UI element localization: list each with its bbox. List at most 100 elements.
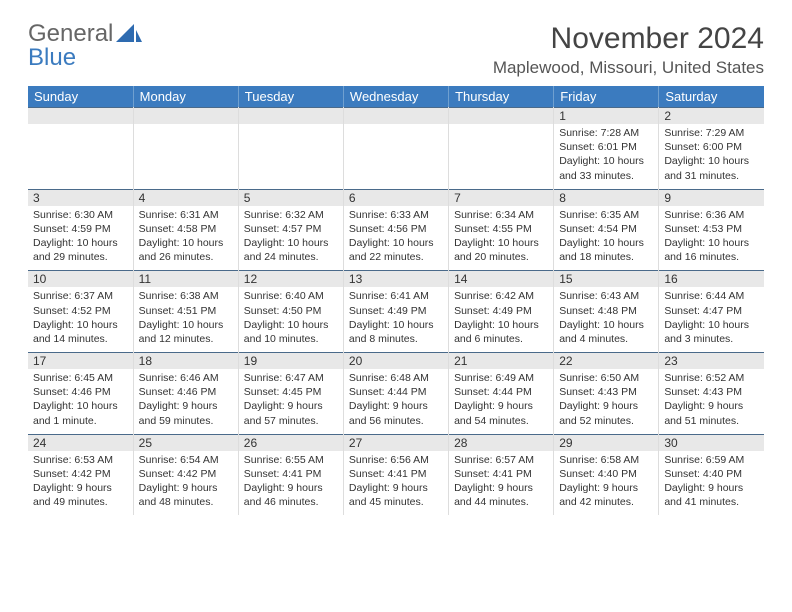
sunrise-text: Sunrise: 6:50 AM bbox=[559, 371, 653, 385]
sunrise-text: Sunrise: 6:53 AM bbox=[33, 453, 128, 467]
cell-body bbox=[344, 124, 448, 184]
daylight-text: Daylight: 9 hours and 46 minutes. bbox=[244, 481, 338, 509]
daylight-text: Daylight: 10 hours and 14 minutes. bbox=[33, 318, 128, 346]
calendar-cell bbox=[28, 107, 133, 189]
cell-body: Sunrise: 6:59 AMSunset: 4:40 PMDaylight:… bbox=[659, 451, 764, 516]
day-number: 26 bbox=[239, 434, 343, 451]
calendar-cell: 2Sunrise: 7:29 AMSunset: 6:00 PMDaylight… bbox=[659, 107, 764, 189]
sunset-text: Sunset: 4:54 PM bbox=[559, 222, 653, 236]
calendar-cell: 3Sunrise: 6:30 AMSunset: 4:59 PMDaylight… bbox=[28, 189, 133, 271]
day-number: 28 bbox=[449, 434, 553, 451]
calendar-cell: 11Sunrise: 6:38 AMSunset: 4:51 PMDayligh… bbox=[133, 270, 238, 352]
calendar-cell bbox=[133, 107, 238, 189]
sunrise-text: Sunrise: 6:46 AM bbox=[139, 371, 233, 385]
day-number: 9 bbox=[659, 189, 764, 206]
day-number: 14 bbox=[449, 270, 553, 287]
calendar-cell bbox=[343, 107, 448, 189]
cell-body bbox=[134, 124, 238, 184]
calendar-cell: 17Sunrise: 6:45 AMSunset: 4:46 PMDayligh… bbox=[28, 352, 133, 434]
calendar-cell: 23Sunrise: 6:52 AMSunset: 4:43 PMDayligh… bbox=[659, 352, 764, 434]
logo-part1: General bbox=[28, 20, 113, 47]
sunset-text: Sunset: 4:43 PM bbox=[664, 385, 759, 399]
sunrise-text: Sunrise: 6:34 AM bbox=[454, 208, 548, 222]
calendar-header-row: SundayMondayTuesdayWednesdayThursdayFrid… bbox=[28, 86, 764, 107]
day-number: 24 bbox=[28, 434, 133, 451]
sunset-text: Sunset: 4:52 PM bbox=[33, 304, 128, 318]
sunset-text: Sunset: 4:51 PM bbox=[139, 304, 233, 318]
sunset-text: Sunset: 4:48 PM bbox=[559, 304, 653, 318]
day-number: 13 bbox=[344, 270, 448, 287]
logo-part2: Blue bbox=[28, 44, 76, 71]
sunset-text: Sunset: 4:57 PM bbox=[244, 222, 338, 236]
calendar-cell: 10Sunrise: 6:37 AMSunset: 4:52 PMDayligh… bbox=[28, 270, 133, 352]
daylight-text: Daylight: 9 hours and 59 minutes. bbox=[139, 399, 233, 427]
daylight-text: Daylight: 10 hours and 26 minutes. bbox=[139, 236, 233, 264]
calendar-cell: 28Sunrise: 6:57 AMSunset: 4:41 PMDayligh… bbox=[449, 434, 554, 516]
day-number: 25 bbox=[134, 434, 238, 451]
daylight-text: Daylight: 10 hours and 24 minutes. bbox=[244, 236, 338, 264]
sunrise-text: Sunrise: 6:41 AM bbox=[349, 289, 443, 303]
sunset-text: Sunset: 4:47 PM bbox=[664, 304, 759, 318]
cell-body: Sunrise: 6:33 AMSunset: 4:56 PMDaylight:… bbox=[344, 206, 448, 271]
day-number: 6 bbox=[344, 189, 448, 206]
day-number: 11 bbox=[134, 270, 238, 287]
cell-body: Sunrise: 6:44 AMSunset: 4:47 PMDaylight:… bbox=[659, 287, 764, 352]
sunset-text: Sunset: 4:59 PM bbox=[33, 222, 128, 236]
day-number: 22 bbox=[554, 352, 658, 369]
sunrise-text: Sunrise: 6:55 AM bbox=[244, 453, 338, 467]
sunset-text: Sunset: 4:55 PM bbox=[454, 222, 548, 236]
sunrise-text: Sunrise: 6:32 AM bbox=[244, 208, 338, 222]
day-number: 20 bbox=[344, 352, 448, 369]
calendar-cell: 12Sunrise: 6:40 AMSunset: 4:50 PMDayligh… bbox=[238, 270, 343, 352]
day-number: 30 bbox=[659, 434, 764, 451]
cell-body: Sunrise: 6:46 AMSunset: 4:46 PMDaylight:… bbox=[134, 369, 238, 434]
day-header: Tuesday bbox=[238, 86, 343, 107]
calendar-cell bbox=[238, 107, 343, 189]
daylight-text: Daylight: 10 hours and 12 minutes. bbox=[139, 318, 233, 346]
sunrise-text: Sunrise: 6:58 AM bbox=[559, 453, 653, 467]
calendar-body: 1Sunrise: 7:28 AMSunset: 6:01 PMDaylight… bbox=[28, 107, 764, 515]
sunset-text: Sunset: 4:42 PM bbox=[139, 467, 233, 481]
daylight-text: Daylight: 10 hours and 3 minutes. bbox=[664, 318, 759, 346]
sunset-text: Sunset: 4:44 PM bbox=[454, 385, 548, 399]
logo-sail-icon bbox=[116, 24, 144, 46]
day-number: 27 bbox=[344, 434, 448, 451]
cell-body: Sunrise: 6:53 AMSunset: 4:42 PMDaylight:… bbox=[28, 451, 133, 516]
daylight-text: Daylight: 10 hours and 10 minutes. bbox=[244, 318, 338, 346]
calendar-cell bbox=[449, 107, 554, 189]
cell-body: Sunrise: 6:34 AMSunset: 4:55 PMDaylight:… bbox=[449, 206, 553, 271]
sunset-text: Sunset: 4:40 PM bbox=[664, 467, 759, 481]
day-number: 16 bbox=[659, 270, 764, 287]
cell-body: Sunrise: 6:56 AMSunset: 4:41 PMDaylight:… bbox=[344, 451, 448, 516]
sunset-text: Sunset: 6:01 PM bbox=[559, 140, 653, 154]
day-number bbox=[344, 107, 448, 124]
daylight-text: Daylight: 9 hours and 49 minutes. bbox=[33, 481, 128, 509]
day-number: 7 bbox=[449, 189, 553, 206]
sunset-text: Sunset: 4:40 PM bbox=[559, 467, 653, 481]
calendar-cell: 25Sunrise: 6:54 AMSunset: 4:42 PMDayligh… bbox=[133, 434, 238, 516]
sunrise-text: Sunrise: 6:49 AM bbox=[454, 371, 548, 385]
cell-body: Sunrise: 6:38 AMSunset: 4:51 PMDaylight:… bbox=[134, 287, 238, 352]
cell-body: Sunrise: 6:30 AMSunset: 4:59 PMDaylight:… bbox=[28, 206, 133, 271]
cell-body: Sunrise: 6:43 AMSunset: 4:48 PMDaylight:… bbox=[554, 287, 658, 352]
cell-body: Sunrise: 6:54 AMSunset: 4:42 PMDaylight:… bbox=[134, 451, 238, 516]
calendar-cell: 21Sunrise: 6:49 AMSunset: 4:44 PMDayligh… bbox=[449, 352, 554, 434]
cell-body: Sunrise: 6:52 AMSunset: 4:43 PMDaylight:… bbox=[659, 369, 764, 434]
cell-body: Sunrise: 6:48 AMSunset: 4:44 PMDaylight:… bbox=[344, 369, 448, 434]
sunrise-text: Sunrise: 6:54 AM bbox=[139, 453, 233, 467]
sunrise-text: Sunrise: 6:36 AM bbox=[664, 208, 759, 222]
sunrise-text: Sunrise: 6:35 AM bbox=[559, 208, 653, 222]
sunrise-text: Sunrise: 6:56 AM bbox=[349, 453, 443, 467]
day-header: Monday bbox=[133, 86, 238, 107]
cell-body: Sunrise: 6:49 AMSunset: 4:44 PMDaylight:… bbox=[449, 369, 553, 434]
day-number bbox=[134, 107, 238, 124]
daylight-text: Daylight: 10 hours and 4 minutes. bbox=[559, 318, 653, 346]
day-number: 1 bbox=[554, 107, 658, 124]
title-block: November 2024 Maplewood, Missouri, Unite… bbox=[493, 22, 764, 78]
month-title: November 2024 bbox=[493, 22, 764, 56]
day-header: Friday bbox=[554, 86, 659, 107]
calendar-cell: 24Sunrise: 6:53 AMSunset: 4:42 PMDayligh… bbox=[28, 434, 133, 516]
daylight-text: Daylight: 10 hours and 20 minutes. bbox=[454, 236, 548, 264]
cell-body bbox=[239, 124, 343, 184]
cell-body: Sunrise: 6:36 AMSunset: 4:53 PMDaylight:… bbox=[659, 206, 764, 271]
